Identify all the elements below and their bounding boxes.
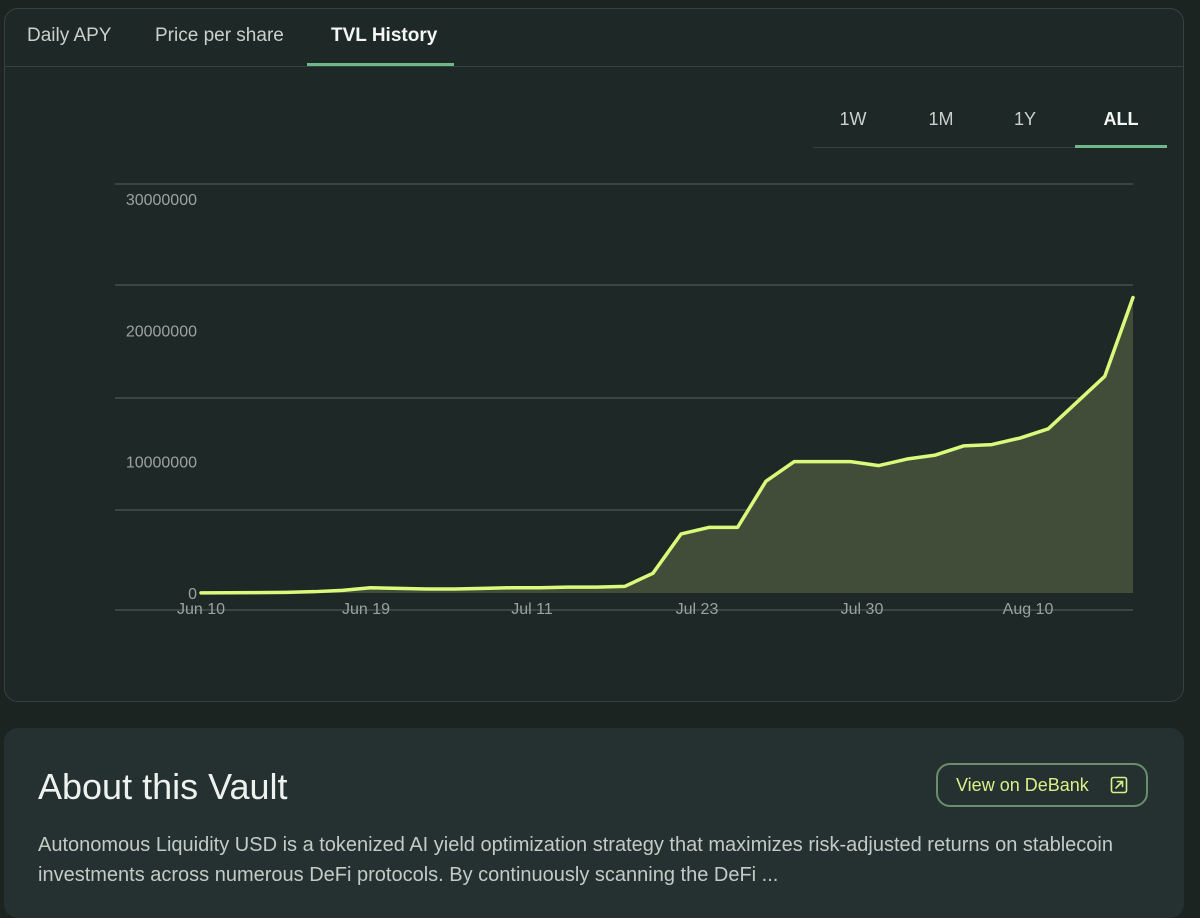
x-tick-label-4: Jul 30 bbox=[841, 601, 884, 618]
tvl-series-line bbox=[199, 295, 1135, 595]
range-1w[interactable]: 1W bbox=[839, 109, 867, 129]
x-tick-label-3: Jul 23 bbox=[676, 601, 719, 618]
tab-tvl-history[interactable]: TVL History bbox=[331, 25, 438, 46]
about-vault-card: About this Vault View on DeBank Autonomo… bbox=[4, 728, 1184, 918]
tab-price-per-share[interactable]: Price per share bbox=[155, 25, 284, 46]
external-link-icon bbox=[1110, 776, 1128, 794]
y-tick-label-3: 30000000 bbox=[126, 192, 197, 209]
y-tick-label-1: 10000000 bbox=[126, 455, 197, 472]
x-tick-label-1: Jun 19 bbox=[342, 601, 390, 618]
x-tick-label-2: Jul 11 bbox=[511, 601, 553, 618]
debank-button-label: View on DeBank bbox=[956, 775, 1089, 795]
range-all[interactable]: ALL bbox=[1103, 109, 1139, 129]
x-tick-label-5: Aug 10 bbox=[1003, 601, 1054, 618]
chart-tabs: Daily APY Price per share TVL History bbox=[5, 9, 1183, 67]
active-range-indicator bbox=[1075, 145, 1167, 148]
about-title: About this Vault bbox=[38, 766, 288, 807]
about-description: Autonomous Liquidity USD is a tokenized … bbox=[38, 834, 1113, 886]
tvl-chart-card: Daily APY Price per share TVL History 1W… bbox=[4, 8, 1184, 702]
tvl-area-fill bbox=[201, 297, 1133, 593]
tab-daily-apy[interactable]: Daily APY bbox=[27, 25, 112, 46]
time-range-selector: 1W 1M 1Y ALL bbox=[813, 97, 1167, 148]
view-on-debank-button[interactable]: View on DeBank bbox=[936, 763, 1148, 807]
tvl-area-chart: 0 10000000 20000000 30000000 Jun 10 Jun 19 Jul… bbox=[115, 183, 1135, 618]
range-1y[interactable]: 1Y bbox=[1013, 109, 1037, 129]
y-tick-label-0: 0 bbox=[188, 586, 197, 603]
range-1m[interactable]: 1M bbox=[928, 109, 954, 129]
y-tick-label-2: 20000000 bbox=[126, 323, 197, 340]
x-tick-label-0: Jun 10 bbox=[177, 601, 225, 618]
active-tab-indicator bbox=[307, 63, 454, 66]
